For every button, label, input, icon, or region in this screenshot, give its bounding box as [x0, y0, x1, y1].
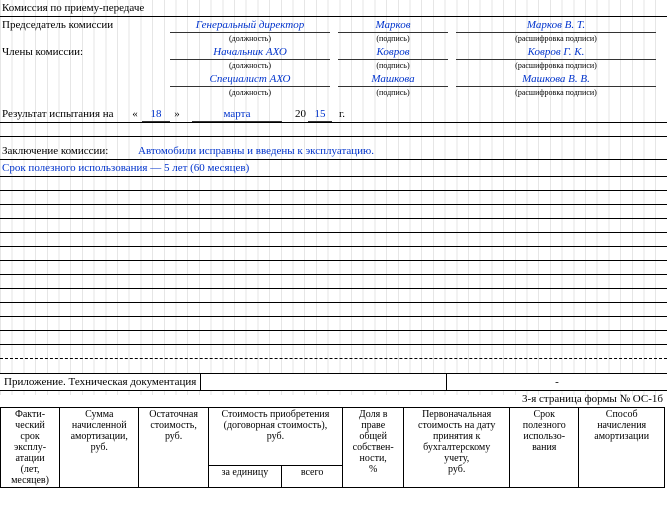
blank-line	[0, 233, 667, 247]
conclusion-text: Автомобили исправны и введены к эксплуат…	[136, 143, 667, 159]
commission-title: Комиссия по приему-передаче	[0, 0, 667, 16]
open-quote: «	[128, 106, 142, 122]
th-acq-cost: Стоимость приобретения(договорная стоимо…	[208, 408, 342, 466]
th-amort-method: Способначисленияамортизации	[579, 408, 665, 488]
blank-line	[0, 247, 667, 261]
member2-signature: Машкова	[338, 71, 448, 87]
blank-line	[0, 317, 667, 331]
columns-table: Факти-ческийсрокэксплу-атации(лет,месяце…	[0, 407, 665, 488]
th-per-unit: за единицу	[208, 465, 281, 487]
members-label: Члены комиссии:	[0, 44, 140, 60]
member1-position: Начальник АХО	[170, 44, 330, 60]
blank-line	[0, 331, 667, 345]
member2-decoded: Машкова В. В.	[456, 71, 656, 87]
attachment-field	[201, 374, 447, 390]
close-quote: »	[170, 106, 184, 122]
th-amort-sum: Сумманачисленнойамортизации,руб.	[60, 408, 139, 488]
cap-signature: (подпись)	[338, 33, 448, 44]
blank-line	[0, 219, 667, 233]
th-initial-cost: Первоначальнаястоимость на датупринятия …	[404, 408, 510, 488]
result-day: 18	[142, 106, 170, 122]
chair-label: Председатель комиссии	[0, 17, 140, 33]
cap-position: (должность)	[170, 33, 330, 44]
member1-signature: Ковров	[338, 44, 448, 60]
result-month: марта	[192, 106, 282, 122]
conclusion-line2: Срок полезного использования — 5 лет (60…	[0, 160, 667, 176]
page-number-note: 3-я страница формы № ОС-1б	[0, 391, 667, 407]
blank-line	[0, 275, 667, 289]
attachment-label: Приложение. Техническая документация	[0, 374, 201, 390]
chair-signature: Марков	[338, 17, 448, 33]
dashed-line	[0, 345, 667, 359]
th-period: Факти-ческийсрокэксплу-атации(лет,месяце…	[1, 408, 60, 488]
attachment-dash: -	[447, 374, 667, 390]
th-residual: Остаточнаястоимость,руб.	[139, 408, 208, 488]
blank-line	[0, 303, 667, 317]
attachment-row: Приложение. Техническая документация -	[0, 373, 667, 391]
chair-decoded: Марков В. Т.	[456, 17, 656, 33]
th-share: Доля вправеобщейсобствен-ности,%	[343, 408, 404, 488]
blank-line	[0, 205, 667, 219]
cap-decoded: (расшифровка подписи)	[456, 33, 656, 44]
year-suffix: г.	[332, 106, 352, 122]
result-label: Результат испытания на	[0, 106, 128, 122]
th-total: всего	[282, 465, 343, 487]
chair-position: Генеральный директор	[170, 17, 330, 33]
result-blankline	[0, 123, 667, 137]
th-useful-life: Срокполезногоиспользо-вания	[510, 408, 579, 488]
conclusion-label: Заключение комиссии:	[0, 143, 128, 159]
blank-line	[0, 177, 667, 191]
result-year2: 15	[308, 106, 332, 122]
blank-line	[0, 191, 667, 205]
member1-decoded: Ковров Г. К.	[456, 44, 656, 60]
blank-line	[0, 261, 667, 275]
blank-line	[0, 289, 667, 303]
century-prefix: 20	[290, 106, 308, 122]
member2-position: Специалист АХО	[170, 71, 330, 87]
